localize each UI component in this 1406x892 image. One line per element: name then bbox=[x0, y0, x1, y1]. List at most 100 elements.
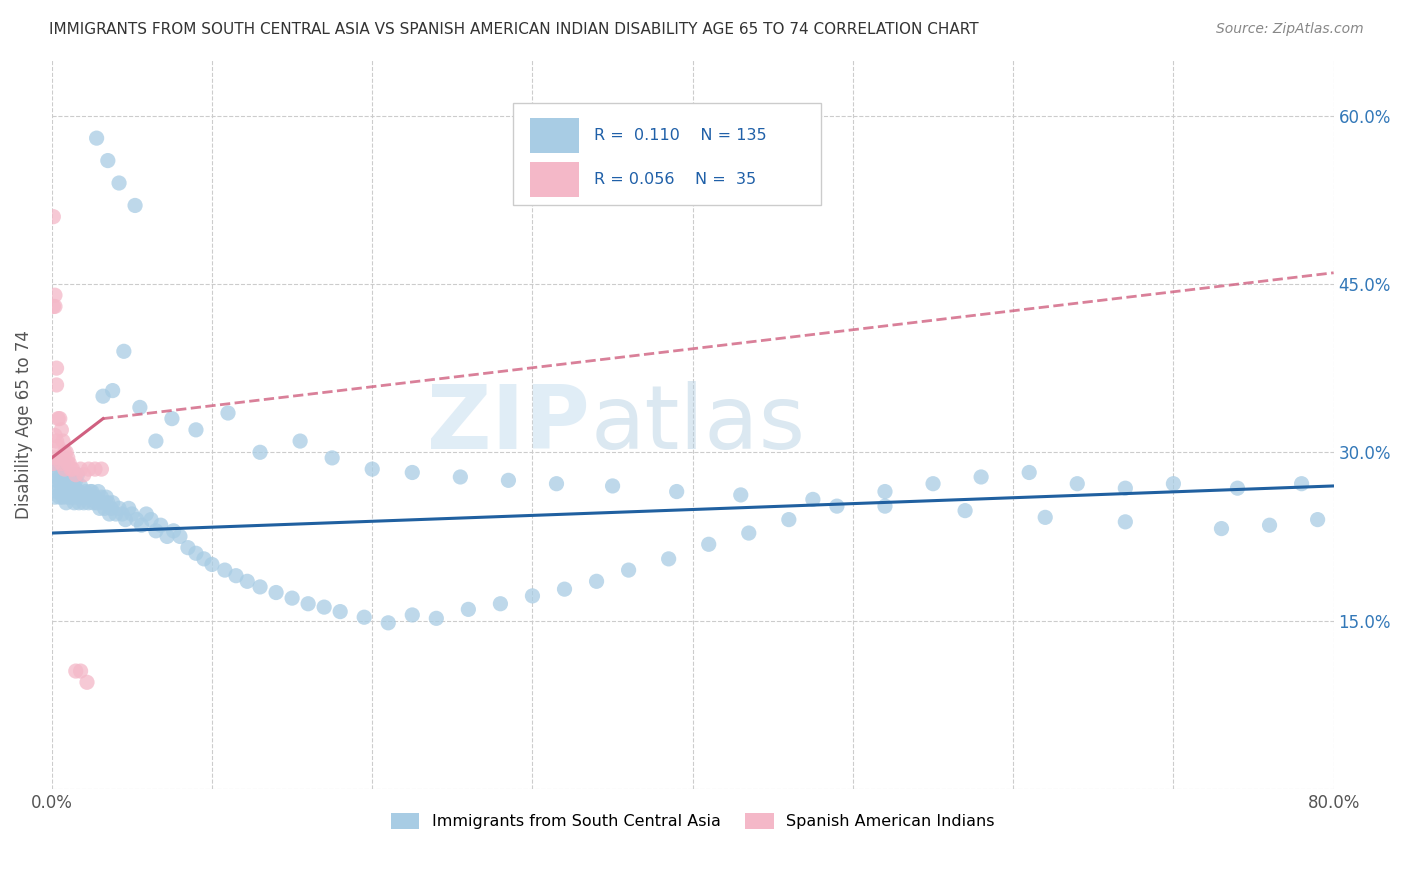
Point bbox=[44, 457, 66, 471]
Point bbox=[45, 484, 67, 499]
Point bbox=[62, 484, 84, 499]
Point bbox=[1163, 476, 1185, 491]
Point bbox=[1018, 466, 1040, 480]
Point bbox=[801, 492, 824, 507]
Point bbox=[59, 479, 82, 493]
Point bbox=[149, 518, 172, 533]
Point bbox=[45, 361, 67, 376]
Point bbox=[602, 479, 624, 493]
Point bbox=[922, 476, 945, 491]
Point bbox=[169, 529, 191, 543]
Point bbox=[264, 585, 287, 599]
Point bbox=[46, 479, 69, 493]
Point bbox=[125, 513, 148, 527]
Point bbox=[46, 440, 69, 454]
Point bbox=[546, 476, 568, 491]
Point bbox=[873, 499, 896, 513]
Point bbox=[69, 479, 91, 493]
Point bbox=[108, 176, 131, 190]
Point bbox=[522, 589, 544, 603]
Point bbox=[49, 411, 72, 425]
Point bbox=[84, 462, 107, 476]
FancyBboxPatch shape bbox=[513, 103, 821, 205]
Point bbox=[114, 513, 136, 527]
Point bbox=[1114, 481, 1136, 495]
Point bbox=[55, 496, 77, 510]
Point bbox=[162, 524, 184, 538]
Point bbox=[51, 467, 73, 482]
Point bbox=[1291, 476, 1313, 491]
Point bbox=[80, 484, 103, 499]
Point bbox=[96, 490, 118, 504]
Point bbox=[101, 496, 124, 510]
Point bbox=[297, 597, 319, 611]
Point bbox=[51, 457, 73, 471]
Point bbox=[82, 496, 104, 510]
Point bbox=[184, 546, 207, 560]
Point bbox=[58, 457, 80, 471]
Point bbox=[52, 490, 75, 504]
Point bbox=[89, 501, 111, 516]
Point bbox=[145, 434, 167, 448]
Point bbox=[321, 450, 343, 465]
Point bbox=[84, 490, 107, 504]
Text: ZIP: ZIP bbox=[427, 381, 591, 467]
Point bbox=[1226, 481, 1249, 495]
Point bbox=[58, 484, 80, 499]
Point bbox=[401, 607, 423, 622]
Point bbox=[585, 574, 607, 589]
Point bbox=[201, 558, 224, 572]
Point bbox=[62, 467, 84, 482]
Point bbox=[225, 568, 247, 582]
Point bbox=[825, 499, 848, 513]
Point bbox=[76, 490, 98, 504]
Point bbox=[66, 467, 89, 482]
Point bbox=[121, 507, 143, 521]
Point bbox=[44, 288, 66, 302]
Point bbox=[69, 462, 91, 476]
Point bbox=[97, 153, 120, 168]
Point bbox=[377, 615, 399, 630]
Point bbox=[697, 537, 720, 551]
Point bbox=[49, 473, 72, 487]
Point bbox=[177, 541, 200, 555]
Point bbox=[738, 526, 761, 541]
Point bbox=[193, 552, 215, 566]
Point bbox=[111, 507, 134, 521]
Point bbox=[62, 462, 84, 476]
Point bbox=[160, 411, 183, 425]
Legend: Immigrants from South Central Asia, Spanish American Indians: Immigrants from South Central Asia, Span… bbox=[384, 806, 1001, 836]
Point bbox=[53, 484, 76, 499]
Point bbox=[91, 389, 114, 403]
Point bbox=[93, 501, 115, 516]
Point bbox=[498, 473, 520, 487]
Point bbox=[63, 479, 86, 493]
Point bbox=[65, 467, 87, 482]
Point bbox=[46, 411, 69, 425]
Point bbox=[553, 582, 575, 596]
Point bbox=[1258, 518, 1281, 533]
Point bbox=[145, 524, 167, 538]
Bar bbox=[530, 161, 579, 197]
Text: IMMIGRANTS FROM SOUTH CENTRAL ASIA VS SPANISH AMERICAN INDIAN DISABILITY AGE 65 : IMMIGRANTS FROM SOUTH CENTRAL ASIA VS SP… bbox=[49, 22, 979, 37]
Point bbox=[44, 428, 66, 442]
Point bbox=[1211, 522, 1233, 536]
Point bbox=[112, 344, 135, 359]
Text: R = 0.056    N =  35: R = 0.056 N = 35 bbox=[593, 171, 756, 186]
Point bbox=[45, 378, 67, 392]
Point bbox=[70, 490, 93, 504]
Point bbox=[90, 490, 112, 504]
Point bbox=[45, 434, 67, 448]
Point bbox=[65, 490, 87, 504]
Point bbox=[76, 675, 98, 690]
Point bbox=[873, 484, 896, 499]
Point bbox=[52, 434, 75, 448]
Point bbox=[135, 507, 157, 521]
Point bbox=[1066, 476, 1088, 491]
Point bbox=[66, 484, 89, 499]
Point bbox=[58, 473, 80, 487]
Point bbox=[217, 406, 239, 420]
Point bbox=[214, 563, 236, 577]
Point bbox=[56, 457, 79, 471]
Point bbox=[63, 496, 86, 510]
